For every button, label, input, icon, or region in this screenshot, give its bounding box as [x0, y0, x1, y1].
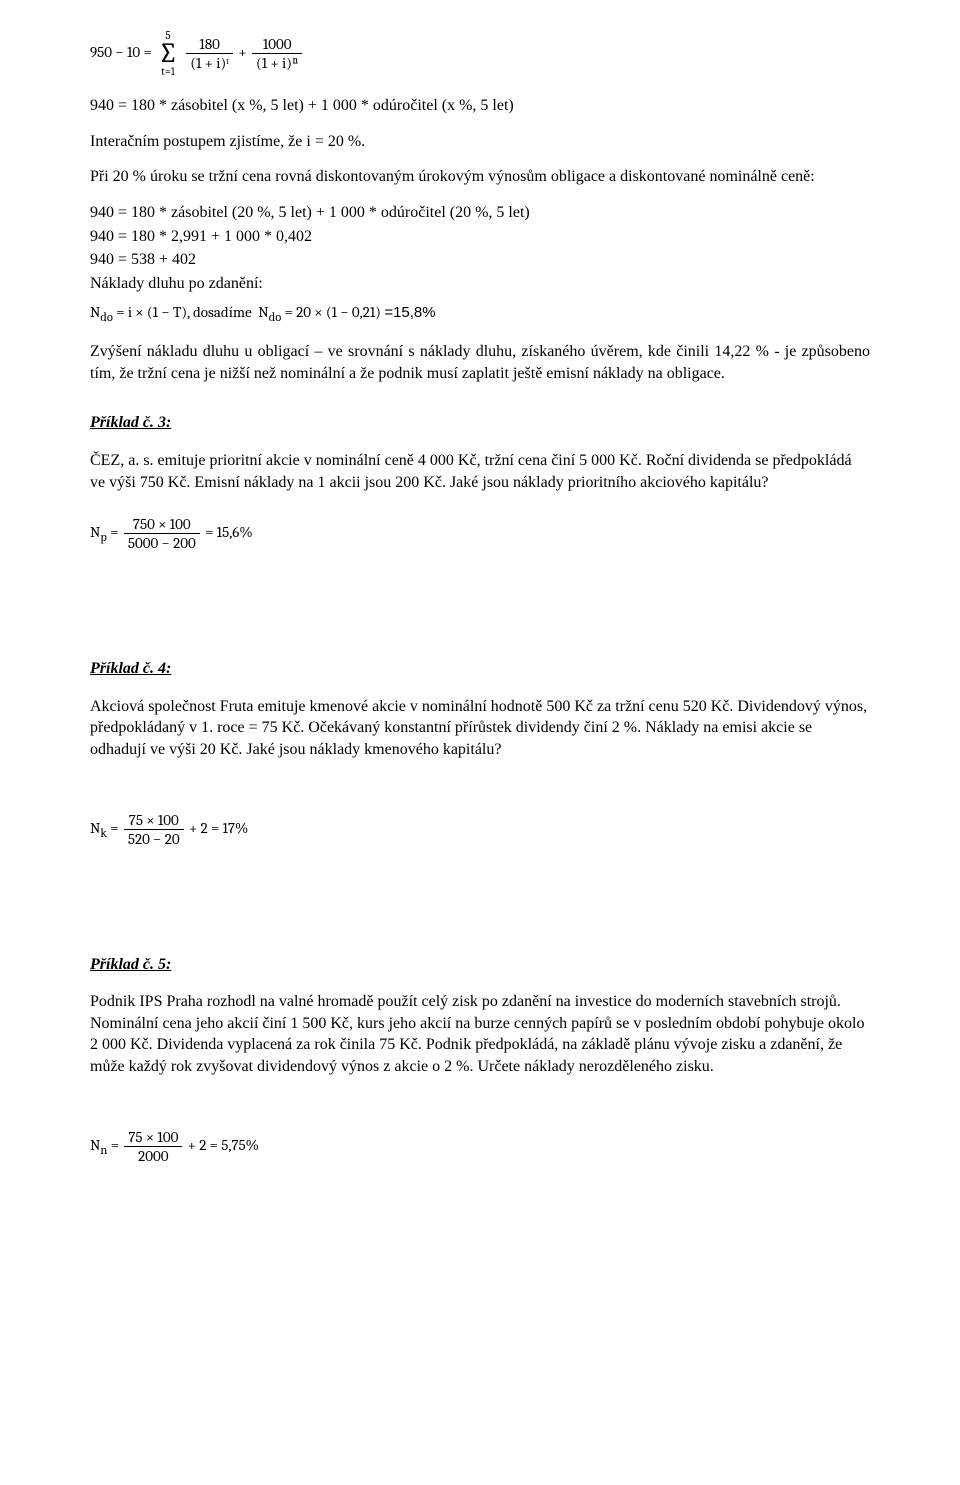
np-rhs: = 15,6%: [205, 523, 253, 541]
spacer: [90, 761, 870, 801]
ndo-lhs: Ndo = i × (1 − T): [90, 303, 187, 321]
ndo-rhs: Ndo = 20 × (1 − 0,21): [255, 303, 384, 321]
formula-nn: Nn = 75 × 100 2000 + 2 = 5,75%: [90, 1128, 870, 1165]
dosadime-text: , dosadíme: [187, 303, 255, 321]
formula-ndo: Ndo = i × (1 − T), dosadíme Ndo = 20 × (…: [90, 302, 870, 327]
spacer: [90, 1078, 870, 1118]
calc-line: Náklady dluhu po zdanění:: [90, 273, 870, 295]
body-text: Zvýšení nákladu dluhu u obligací – ve sr…: [90, 341, 870, 384]
nn-lhs: Nn =: [90, 1136, 119, 1154]
example-heading-5: Příklad č. 5:: [90, 954, 870, 976]
frac-num: 750 × 100: [124, 515, 200, 534]
formula-bond-pricing: 950 − 10 = 5 ∑ t=1 180 (1 + i)ᵗ + 1000 (…: [90, 30, 870, 77]
nn-rhs: + 2 = 5,75%: [188, 1136, 259, 1154]
example-body-3: ČEZ, a. s. emituje prioritní akcie v nom…: [90, 450, 870, 493]
np-lhs: Np =: [90, 523, 119, 541]
frac-num: 75 × 100: [124, 1128, 182, 1147]
formula-np: Np = 750 × 100 5000 − 200 = 15,6%: [90, 515, 870, 552]
formula-nk: Nk = 75 × 100 520 − 20 + 2 = 17%: [90, 811, 870, 848]
plus-sign: +: [238, 43, 246, 61]
fraction-term2: 1000 (1 + i)ⁿ: [252, 35, 302, 72]
frac-den: (1 + i)ⁿ: [252, 54, 302, 72]
frac-num: 180: [186, 35, 233, 54]
fraction-term1: 180 (1 + i)ᵗ: [186, 35, 233, 72]
summation-symbol: 5 ∑ t=1: [158, 30, 178, 77]
frac-den: 2000: [124, 1147, 182, 1165]
equation-line: 940 = 180 * zásobitel (x %, 5 let) + 1 0…: [90, 95, 870, 117]
frac-num: 1000: [252, 35, 302, 54]
example-heading-3: Příklad č. 3:: [90, 412, 870, 434]
sigma-icon: ∑: [158, 41, 178, 66]
np-fraction: 750 × 100 5000 − 200: [124, 515, 200, 552]
nk-fraction: 75 × 100 520 − 20: [124, 811, 184, 848]
body-text: Interačním postupem zjistíme, že i = 20 …: [90, 131, 870, 153]
nk-rhs: + 2 = 17%: [189, 819, 248, 837]
nn-fraction: 75 × 100 2000: [124, 1128, 182, 1165]
frac-den: 520 − 20: [124, 830, 184, 848]
calc-line: 940 = 180 * zásobitel (20 %, 5 let) + 1 …: [90, 202, 870, 224]
frac-num: 75 × 100: [124, 811, 184, 830]
body-text: Při 20 % úroku se tržní cena rovná disko…: [90, 166, 870, 188]
calc-line: 940 = 538 + 402: [90, 249, 870, 271]
example-body-5: Podnik IPS Praha rozhodl na valné hromad…: [90, 991, 870, 1077]
calc-line: 940 = 180 * 2,991 + 1 000 * 0,402: [90, 226, 870, 248]
example-heading-4: Příklad č. 4:: [90, 658, 870, 680]
ndo-result: =15,8%: [384, 304, 435, 321]
formula-lhs: 950 − 10 =: [90, 43, 152, 61]
document-page: 950 − 10 = 5 ∑ t=1 180 (1 + i)ᵗ + 1000 (…: [0, 0, 960, 1243]
spacer: [90, 866, 870, 926]
frac-den: (1 + i)ᵗ: [186, 54, 233, 72]
sum-lower: t=1: [158, 66, 178, 77]
nk-lhs: Nk =: [90, 819, 119, 837]
frac-den: 5000 − 200: [124, 534, 200, 552]
spacer: [90, 570, 870, 630]
example-body-4: Akciová společnost Fruta emituje kmenové…: [90, 696, 870, 761]
